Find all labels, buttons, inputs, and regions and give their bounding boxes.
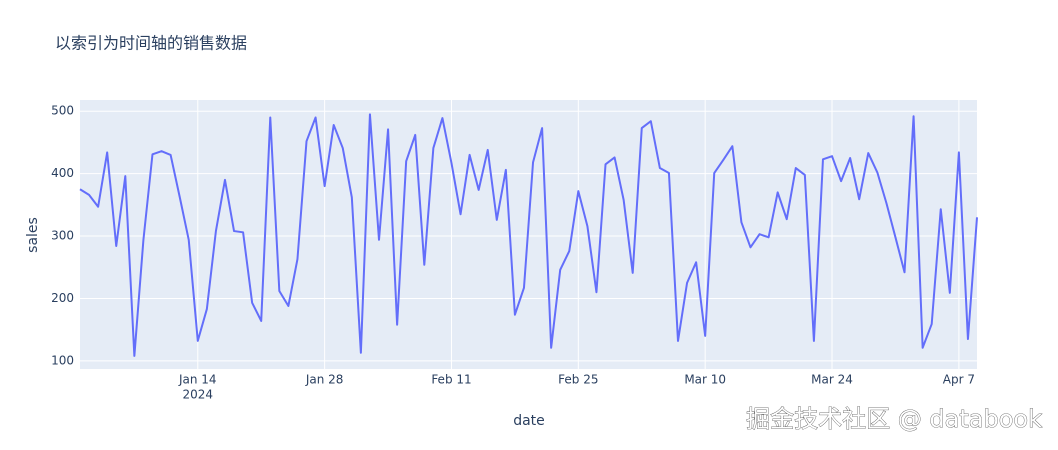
y-axis-title: sales bbox=[25, 217, 41, 253]
x-tick-label: Apr 7 bbox=[943, 373, 975, 387]
x-tick-label: Mar 24 bbox=[811, 373, 853, 387]
x-tick-label: Feb 11 bbox=[431, 373, 471, 387]
y-tick-label: 300 bbox=[51, 229, 74, 243]
y-tick-label: 500 bbox=[51, 104, 74, 118]
x-tick-label: Jan 14 bbox=[178, 373, 217, 387]
y-tick-label: 100 bbox=[51, 353, 74, 367]
x-tick-label: Feb 25 bbox=[558, 373, 598, 387]
x-tick-year: 2024 bbox=[183, 388, 214, 402]
x-tick-label: Mar 10 bbox=[684, 373, 726, 387]
x-axis-title: date bbox=[513, 413, 545, 429]
chart-title: 以索引为时间轴的销售数据 bbox=[55, 34, 247, 53]
line-series bbox=[79, 113, 978, 357]
y-tick-label: 400 bbox=[51, 166, 74, 180]
watermark: 掘金技术社区 @ databook bbox=[746, 405, 1042, 433]
y-tick-label: 200 bbox=[51, 291, 74, 305]
x-tick-label: Jan 28 bbox=[305, 373, 344, 387]
